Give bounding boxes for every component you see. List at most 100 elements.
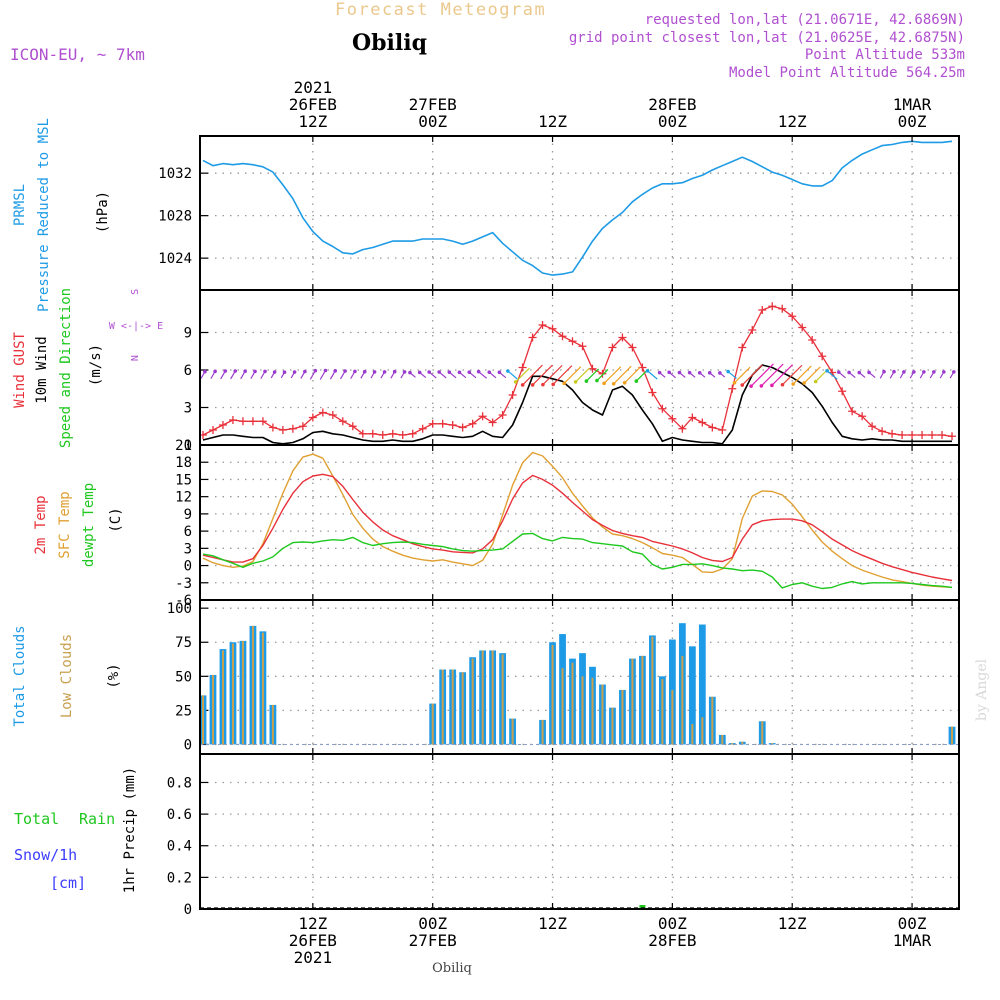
snow-unit: [cm] [50, 874, 86, 892]
snow-label: Snow/1h [14, 846, 77, 864]
gust-marker [508, 391, 517, 399]
wind-arrow-head [882, 369, 886, 374]
gust-marker [658, 404, 667, 413]
wind-arrow [750, 363, 774, 387]
bottom-time-label: 12Z [538, 914, 567, 933]
low-cloud-bar [621, 689, 624, 745]
wind-arrow-head [584, 379, 589, 383]
gust-marker [488, 418, 497, 427]
gust-marker [588, 364, 597, 373]
clouds-ytick-label: 50 [175, 669, 192, 685]
gust-marker [248, 417, 257, 426]
gust-marker [458, 423, 467, 432]
wind-arrow-head [303, 369, 307, 374]
top-time-label: 2021 [294, 78, 333, 97]
gust-marker [848, 407, 857, 416]
wind-arrow-head [687, 370, 692, 375]
cloud-panel: 0 25 50 75 100 [167, 599, 960, 755]
gust-marker [348, 422, 357, 431]
top-time-label: 00Z [898, 112, 927, 131]
wind-arrow-head [203, 369, 207, 374]
bottom-time-label: 12Z [298, 914, 327, 933]
wind-arrow-head [573, 380, 578, 384]
bottom-time-label: 2021 [294, 948, 333, 967]
wind10m-line [202, 364, 952, 445]
gust-marker [748, 326, 757, 334]
gust-marker [298, 422, 307, 431]
wind-arrow [647, 370, 658, 380]
wind-arrow-head [513, 380, 518, 384]
temperature-ytick-label: 0 [184, 559, 192, 575]
wind-arrow-head [611, 381, 616, 386]
gust-marker [838, 387, 847, 396]
gust-marker [768, 302, 777, 311]
low-cloud-bar [241, 640, 244, 745]
low-cloud-bar [641, 655, 644, 745]
wind-arrow [575, 367, 590, 383]
gust-marker [238, 417, 247, 426]
wind-arrow-head [697, 371, 702, 375]
wind-ytick-label: 3 [184, 401, 192, 417]
temperature-ytick-label: 21 [175, 438, 192, 454]
gust-marker [908, 431, 917, 439]
low-cloud-bar [271, 704, 274, 745]
wind-arrow-head [362, 369, 367, 374]
wind-arrow-head [372, 370, 377, 374]
low-cloud-bar [561, 668, 564, 745]
wind-arrow-head [667, 370, 671, 375]
wind-arrow-head [541, 382, 545, 387]
wind-arrow [771, 364, 793, 386]
bottom-time-label: 28FEB [648, 931, 696, 950]
top-time-label: 12Z [298, 112, 327, 131]
wind-arrow [792, 365, 812, 385]
wind-panel: 0 3 6 9 [184, 289, 960, 454]
wind-arrow [507, 370, 518, 380]
footer-location: Obiliq [432, 961, 472, 976]
pressure-unit: (hPa) [95, 191, 111, 233]
wind-arrow [596, 369, 609, 381]
gust-marker [628, 343, 637, 352]
gust-marker [618, 333, 627, 342]
wind-arrow-head [677, 370, 682, 375]
wind-arrow-head [487, 370, 492, 374]
wind-arrow-head [595, 378, 599, 383]
clouds-ytick-label: 75 [175, 635, 192, 651]
low-cloud-bar [711, 696, 714, 745]
low-cloud-bar [541, 719, 544, 745]
low-cloud-bar [681, 655, 684, 745]
wind-arrow-head [857, 370, 862, 375]
precip-ytick-label: 0.4 [167, 839, 192, 855]
wind-arrow [603, 366, 622, 384]
gust-marker [398, 431, 407, 439]
top-time-label: 26FEB [289, 95, 337, 114]
gust-marker [678, 424, 687, 433]
gust-marker [878, 427, 887, 436]
wind-arrow [760, 363, 784, 387]
wind-arrow-head [343, 369, 347, 373]
low-cloud-bar [631, 658, 634, 745]
gust-marker [668, 414, 677, 423]
gust-marker [528, 333, 537, 342]
wind-arrow-head [952, 370, 956, 374]
wind10m-label: 10m Wind [34, 336, 50, 403]
wind-arrow-head [323, 368, 328, 373]
pressure-frame [199, 135, 960, 291]
wind-arrow [515, 367, 530, 383]
clouds-ytick-label: 25 [175, 703, 192, 719]
wind-arrow [585, 368, 599, 382]
low-cloud-label: Low Clouds [59, 634, 75, 718]
wind-arrow-head [902, 370, 906, 374]
low-cloud-bar [601, 684, 604, 745]
temp-unit: (C) [108, 507, 124, 532]
precip-panel: 0 0.2 0.4 0.6 0.8 [167, 753, 960, 918]
location-title: Obiliq [352, 30, 427, 56]
compass-ns: N S [130, 289, 141, 361]
rain-label-2: Rain [79, 810, 115, 828]
top-time-label: 12Z [778, 112, 807, 131]
wind-arrow-head [759, 384, 764, 388]
wind-arrow [613, 365, 632, 385]
